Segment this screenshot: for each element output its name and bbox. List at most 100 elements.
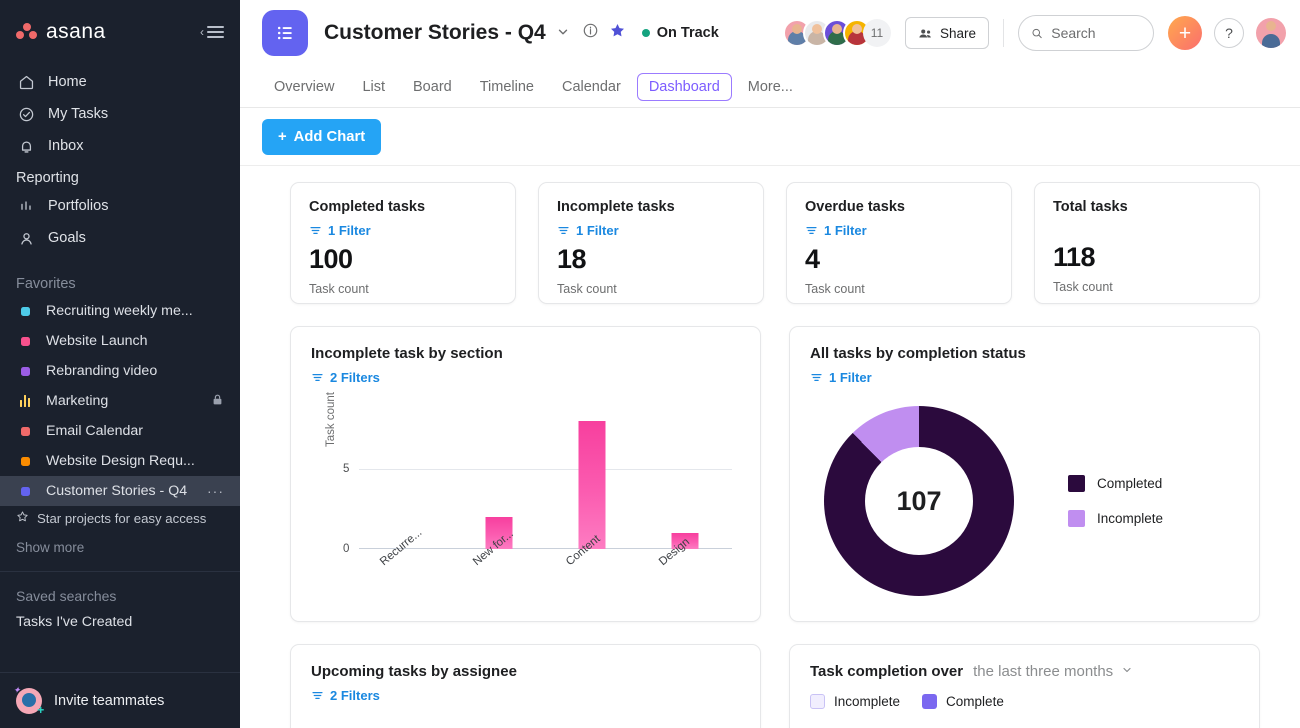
- header-divider: [1003, 19, 1004, 47]
- collapse-sidebar-button[interactable]: ‹: [200, 22, 224, 41]
- legend-label: Completed: [1097, 476, 1163, 491]
- filter-label: 2 Filters: [330, 370, 380, 385]
- kpi-subtitle: Task count: [557, 282, 617, 296]
- tab-board[interactable]: Board: [413, 78, 452, 95]
- project-color-dot-icon: [16, 336, 34, 346]
- invite-teammates-button[interactable]: ✦ + Invite teammates: [0, 672, 240, 728]
- filter-link[interactable]: 1 Filter: [309, 223, 497, 238]
- overflow-menu-icon[interactable]: ···: [207, 483, 224, 499]
- share-button[interactable]: Share: [904, 17, 989, 49]
- asana-wordmark: asana: [46, 20, 106, 43]
- kpi-card-incomplete-tasks[interactable]: Incomplete tasks 1 Filter 18 Task count: [538, 182, 764, 304]
- kpi-subtitle: Task count: [309, 282, 369, 296]
- asana-logo[interactable]: asana: [16, 20, 106, 44]
- chart-card-upcoming-by-assignee[interactable]: Upcoming tasks by assignee 2 Filters: [290, 644, 761, 728]
- sidebar-favorite-rebranding-video[interactable]: Rebranding video: [0, 356, 240, 386]
- saved-searches-header: Saved searches: [16, 588, 117, 604]
- saved-search-tasks-ive-created[interactable]: Tasks I've Created: [16, 614, 133, 630]
- tab-list[interactable]: List: [362, 78, 386, 95]
- search-field[interactable]: [1051, 25, 1141, 41]
- time-range-selector[interactable]: the last three months: [973, 663, 1133, 680]
- bar-cell: [452, 405, 545, 549]
- sidebar-item-my-tasks[interactable]: My Tasks: [0, 98, 240, 130]
- help-button[interactable]: ?: [1214, 18, 1244, 48]
- user-avatar[interactable]: [1256, 18, 1286, 48]
- search-input[interactable]: [1018, 15, 1154, 51]
- chart-title: Task completion over: [810, 663, 964, 680]
- legend-item-incomplete[interactable]: Incomplete: [1068, 510, 1163, 527]
- project-list-icon[interactable]: [262, 10, 308, 56]
- bar-series: [359, 405, 732, 549]
- kpi-card-total-tasks[interactable]: Total tasks 118 Task count: [1034, 182, 1260, 304]
- kpi-value: 18: [557, 244, 587, 274]
- tab-more[interactable]: More...: [747, 78, 793, 95]
- kpi-card-overdue-tasks[interactable]: Overdue tasks 1 Filter 4 Task count: [786, 182, 1012, 304]
- filter-icon: [310, 227, 321, 234]
- asana-dots-icon: [16, 23, 38, 41]
- sidebar-divider: [0, 571, 240, 572]
- tab-overview[interactable]: Overview: [274, 78, 335, 95]
- sidebar-item-portfolios[interactable]: Portfolios: [0, 190, 240, 222]
- legend-item-completed[interactable]: Completed: [1068, 475, 1163, 492]
- sidebar-item-home[interactable]: Home: [0, 66, 240, 98]
- status-badge[interactable]: On Track: [641, 25, 719, 41]
- sparkle-icon: ✦: [13, 684, 21, 695]
- sidebar-favorite-email-calendar[interactable]: Email Calendar: [0, 416, 240, 446]
- kpi-card-completed-tasks[interactable]: Completed tasks 1 Filter 100 Task count: [290, 182, 516, 304]
- kpi-value: 100: [309, 244, 353, 274]
- quick-add-button[interactable]: +: [1168, 16, 1202, 50]
- bar-chart: Task count 5 0: [311, 392, 740, 607]
- star-projects-hint[interactable]: Star projects for easy access: [0, 506, 240, 530]
- filter-label: 1 Filter: [824, 223, 867, 238]
- chevron-left-icon: ‹: [200, 25, 204, 39]
- sidebar-favorite-customer-stories-q4[interactable]: Customer Stories - Q4 ···: [0, 476, 240, 506]
- sidebar-item-inbox[interactable]: Inbox: [0, 130, 240, 162]
- filter-link[interactable]: 2 Filters: [311, 370, 740, 385]
- sidebar-favorite-website-launch[interactable]: Website Launch: [0, 326, 240, 356]
- bar: [578, 421, 606, 549]
- sidebar-favorite-recruiting-weekly[interactable]: Recruiting weekly me...: [0, 296, 240, 326]
- chart-card-incomplete-by-section[interactable]: Incomplete task by section 2 Filters Tas…: [290, 326, 761, 622]
- tab-timeline[interactable]: Timeline: [479, 78, 534, 95]
- member-avatars[interactable]: 11: [782, 19, 891, 47]
- search-icon: [1032, 28, 1042, 38]
- chart-row-secondary: Upcoming tasks by assignee 2 Filters Tas…: [290, 644, 1260, 728]
- avatar-overflow-count[interactable]: 11: [862, 19, 891, 47]
- filter-link[interactable]: 1 Filter: [805, 223, 993, 238]
- chart-card-task-completion-over-time[interactable]: Task completion over the last three mont…: [789, 644, 1260, 728]
- sidebar-item-label: My Tasks: [48, 106, 109, 122]
- sidebar-item-goals[interactable]: Goals: [0, 222, 240, 254]
- filter-link[interactable]: 1 Filter: [557, 223, 745, 238]
- kpi-value: 4: [805, 244, 820, 274]
- project-color-dot-icon: [16, 426, 34, 436]
- legend-item-incomplete[interactable]: Incomplete: [810, 694, 900, 709]
- project-color-dot-icon: [16, 456, 34, 466]
- goal-person-icon: [16, 228, 36, 248]
- donut-ring: 107: [824, 406, 1014, 596]
- tab-calendar[interactable]: Calendar: [561, 78, 621, 95]
- home-icon: [16, 72, 36, 92]
- filter-link[interactable]: 1 Filter: [810, 370, 1239, 385]
- kpi-filter-placeholder: [1053, 215, 1241, 236]
- tab-dashboard[interactable]: Dashboard: [636, 72, 732, 101]
- status-dot-icon: [641, 29, 650, 37]
- chart-card-completion-status[interactable]: All tasks by completion status 1 Filter …: [789, 326, 1260, 622]
- bar: [671, 533, 699, 549]
- hamburger-icon: [207, 22, 224, 41]
- project-color-dot-icon: [16, 486, 34, 496]
- y-tick-5: 5: [343, 463, 350, 475]
- chart-row-primary: Incomplete task by section 2 Filters Tas…: [290, 326, 1260, 622]
- star-icon[interactable]: [609, 22, 626, 44]
- info-icon[interactable]: [582, 22, 599, 44]
- legend-item-complete[interactable]: Complete: [922, 694, 1004, 709]
- sidebar-favorite-website-design-requests[interactable]: Website Design Requ...: [0, 446, 240, 476]
- sidebar-favorite-marketing[interactable]: Marketing: [0, 386, 240, 416]
- kpi-title: Overdue tasks: [805, 199, 905, 215]
- sidebar: asana ‹ Home: [0, 0, 240, 728]
- add-chart-button[interactable]: + Add Chart: [262, 118, 382, 155]
- chevron-down-icon[interactable]: [556, 25, 570, 42]
- filter-link[interactable]: 2 Filters: [311, 688, 740, 703]
- bar-plot-area: 5 0: [343, 405, 732, 555]
- show-more-button[interactable]: Show more: [16, 540, 85, 555]
- check-circle-icon: [16, 104, 36, 124]
